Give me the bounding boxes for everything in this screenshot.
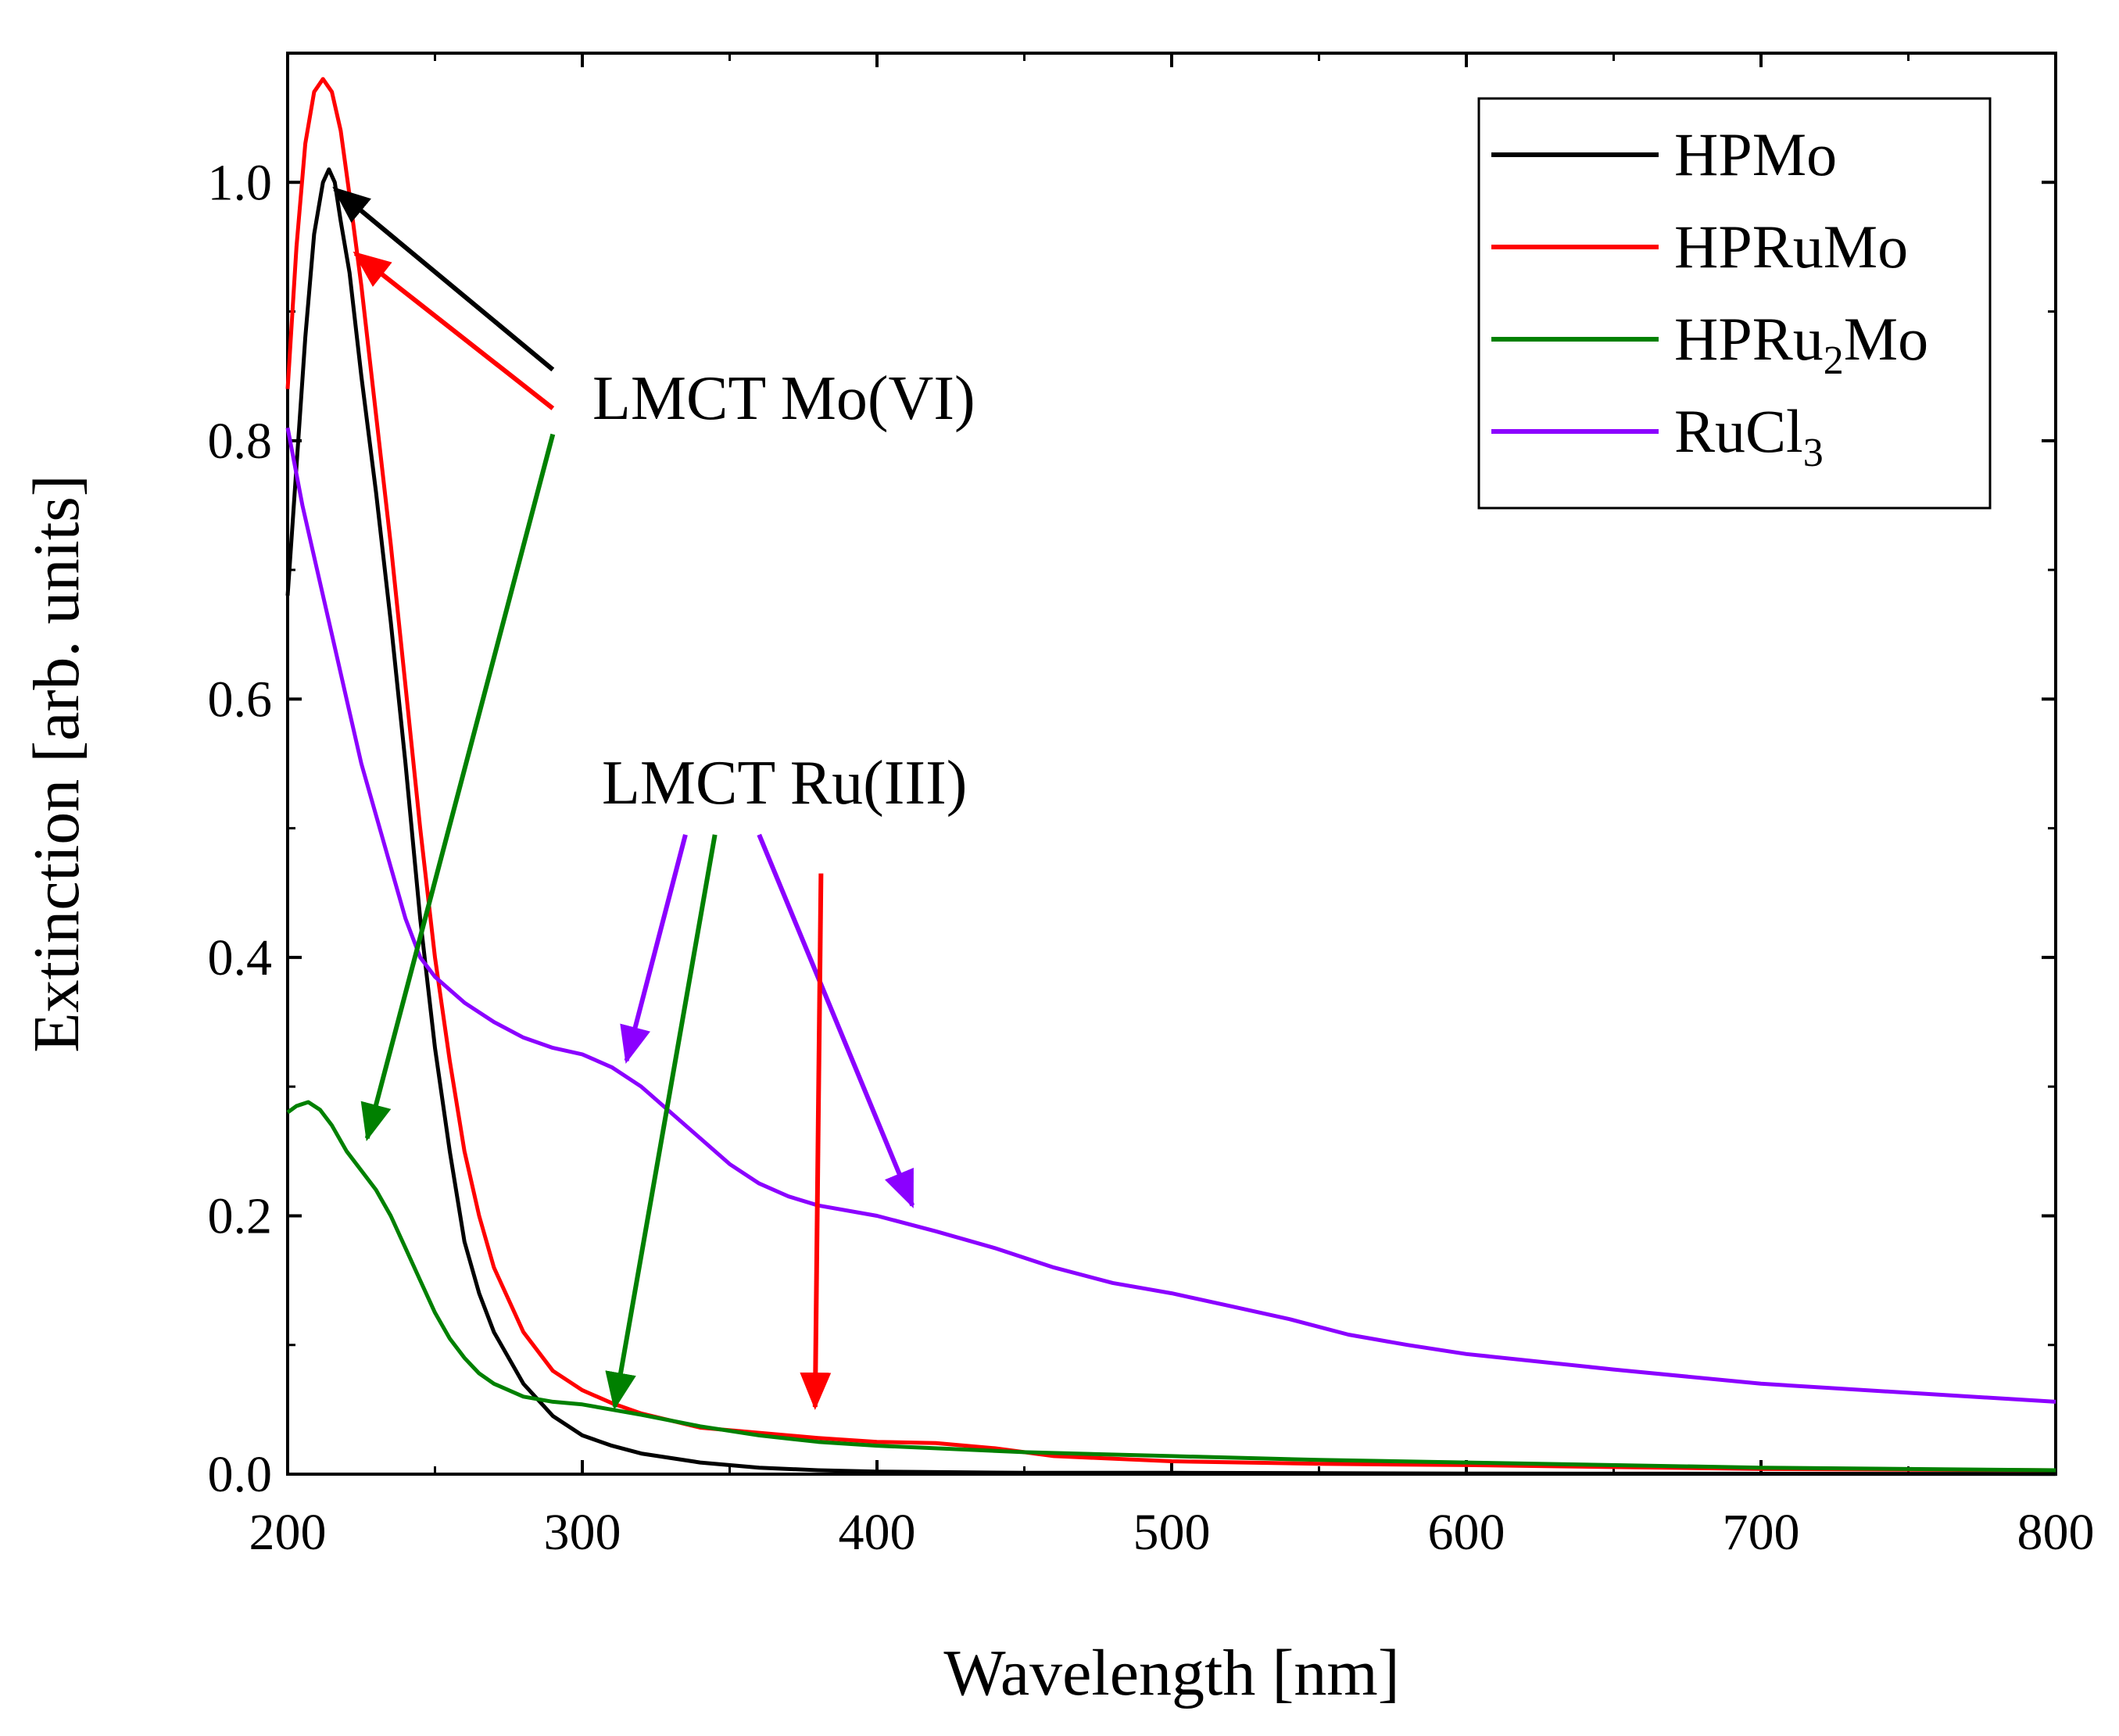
x-tick-label: 400 (839, 1504, 916, 1561)
annotation-ru-iii: LMCT Ru(III) (602, 749, 967, 818)
y-axis-title: Extinction [arb. units] (20, 474, 93, 1053)
annotation-arrow (360, 433, 556, 1142)
legend-label: HPRu2Mo (1674, 305, 1928, 383)
legend-label: HPRuMo (1674, 213, 1908, 281)
legend-box (1477, 97, 1992, 510)
x-tick-label: 500 (1133, 1504, 1211, 1561)
annotation-arrow (620, 834, 688, 1064)
annotation-arrows (332, 186, 915, 1411)
series-layer (285, 77, 2056, 1476)
y-tick-label: 0.6 (208, 671, 273, 728)
legend-label: HPMo (1674, 120, 1837, 188)
y-tick-label: 0.8 (208, 413, 273, 470)
y-tick-label: 1.0 (208, 154, 273, 211)
x-tick-label: 800 (2017, 1504, 2095, 1561)
y-tick-label: 0.4 (208, 929, 273, 986)
annotation-mo-vi: LMCT Mo(VI) (592, 364, 975, 433)
legend: HPMo HPRuMo HPRu2Mo RuCl3 (1477, 97, 1992, 510)
x-axis: 200 300 400 500 600 700 800 (249, 53, 2095, 1561)
y-tick-label: 0.2 (208, 1187, 273, 1244)
series-line-hpmo (285, 167, 2056, 1476)
x-tick-label: 200 (249, 1504, 327, 1561)
annotation-arrow (605, 834, 718, 1410)
x-tick-label: 700 (1723, 1504, 1800, 1561)
y-tick-label: 0.0 (208, 1446, 273, 1503)
y-axis: 0.0 0.2 0.4 0.6 0.8 1.0 (208, 52, 2056, 1503)
annotation-arrow (353, 251, 555, 410)
annotation-arrow (757, 833, 915, 1208)
x-axis-title: Wavelength [nm] (943, 1637, 1399, 1709)
annotation-arrow (800, 873, 832, 1411)
annotation-arrow (332, 186, 555, 372)
legend-label: RuCl3 (1674, 397, 1824, 475)
x-tick-label: 300 (544, 1504, 621, 1561)
series-line-rucl3 (285, 427, 2056, 1404)
plot-area: 200 300 400 500 600 700 800 0.0 0.2 0.4 0.6 0.8 1.0 (208, 52, 2095, 1561)
series-line-hpru2mo (286, 1100, 2056, 1473)
x-tick-label: 600 (1428, 1504, 1505, 1561)
